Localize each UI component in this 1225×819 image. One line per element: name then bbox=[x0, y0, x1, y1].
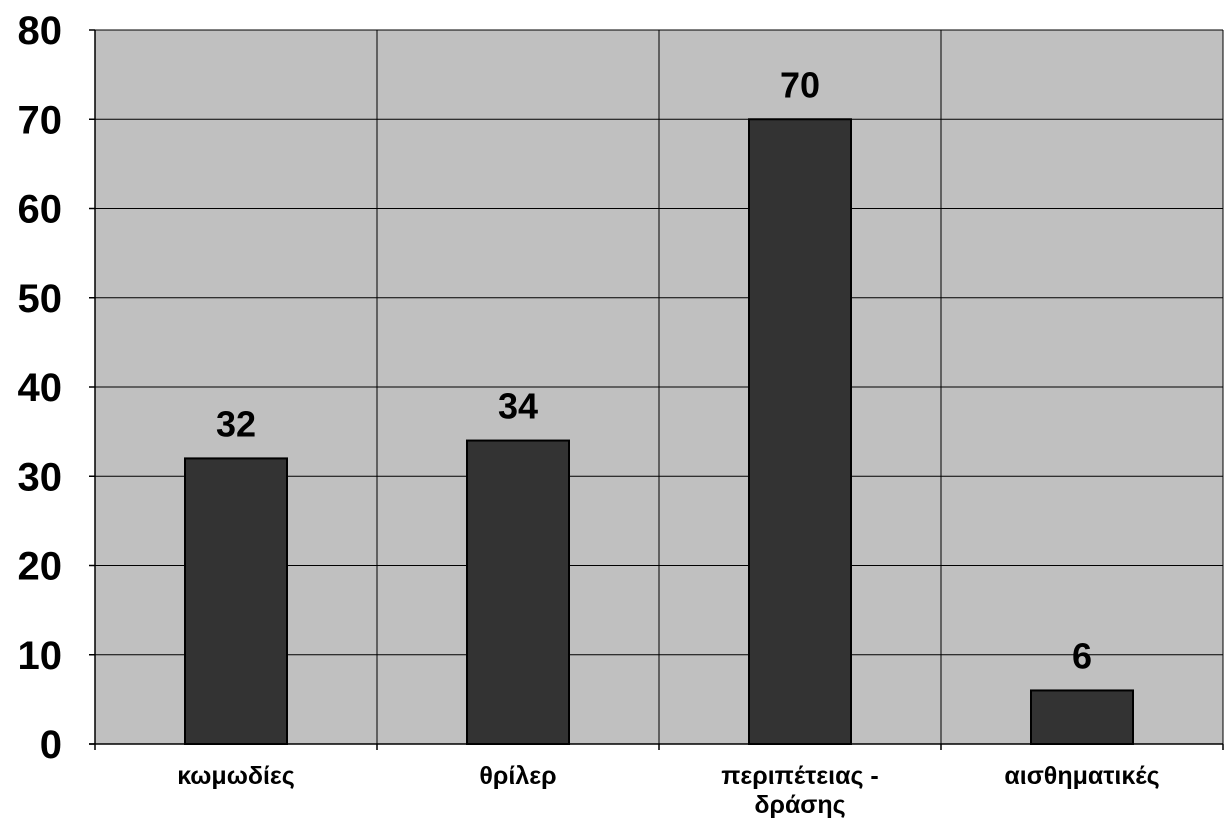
data-labels: 32 34 70 6 bbox=[216, 64, 1092, 676]
bar bbox=[466, 439, 570, 745]
y-tick-label: 60 bbox=[18, 188, 63, 232]
data-label: 70 bbox=[780, 64, 820, 105]
bars bbox=[184, 118, 1134, 746]
axes bbox=[89, 30, 1224, 750]
x-tick-label: αισθηματικές bbox=[1004, 762, 1159, 790]
y-tick-label: 20 bbox=[18, 545, 63, 589]
x-axis-ticks: κωμωδίες θρίλερ περιπέτειας -δράσης αισθημα… bbox=[177, 762, 1159, 819]
y-tick-label: 0 bbox=[40, 723, 62, 767]
y-tick-label: 50 bbox=[18, 277, 63, 321]
x-tick-label: θρίλερ bbox=[479, 762, 556, 790]
y-axis-ticks: 0 10 20 30 40 50 60 70 80 bbox=[18, 9, 95, 767]
data-label: 6 bbox=[1072, 635, 1092, 676]
x-tick-label: περιπέτειας -δράσης bbox=[721, 762, 878, 819]
bar bbox=[1030, 689, 1134, 746]
y-tick-label: 10 bbox=[18, 634, 63, 678]
y-tick-label: 30 bbox=[18, 455, 63, 499]
y-tick-label: 40 bbox=[18, 366, 63, 410]
x-tick-label: κωμωδίες bbox=[177, 762, 295, 790]
data-label: 34 bbox=[498, 386, 538, 427]
y-tick-label: 80 bbox=[18, 9, 63, 53]
bar bbox=[184, 457, 288, 745]
data-label: 32 bbox=[216, 403, 256, 444]
y-tick-label: 70 bbox=[18, 98, 63, 142]
bar bbox=[748, 118, 852, 745]
